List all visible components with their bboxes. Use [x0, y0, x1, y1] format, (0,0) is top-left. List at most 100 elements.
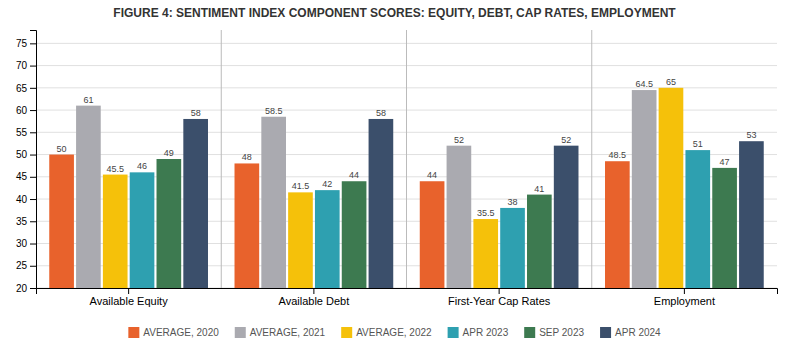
bar [369, 119, 394, 288]
x-tick-label: Available Equity [90, 295, 169, 307]
y-tick-label: 35 [16, 216, 28, 227]
x-tick-label: First-Year Cap Rates [448, 295, 551, 307]
legend-item: SEP 2023 [524, 327, 584, 338]
data-label: 58 [191, 108, 201, 118]
y-tick: 55 [16, 127, 36, 138]
y-axis: 202530354045505560657075 [16, 31, 37, 294]
y-tick: 60 [16, 105, 36, 116]
data-label: 64.5 [635, 79, 653, 89]
bar [473, 219, 498, 288]
bar-series [76, 90, 656, 288]
legend-label: AVERAGE, 2021 [250, 327, 326, 338]
bar [739, 141, 764, 288]
y-tick-mark [30, 244, 36, 245]
group-divider [221, 30, 222, 288]
bar [235, 163, 260, 288]
group-dividers [221, 30, 592, 288]
bar-series [157, 159, 737, 288]
y-tick-label: 40 [16, 194, 28, 205]
data-label: 48 [242, 152, 252, 162]
y-tick-label: 45 [16, 171, 28, 182]
chart-container: FIGURE 4: SENTIMENT INDEX COMPONENT SCOR… [0, 0, 789, 346]
legend-label: SEP 2023 [539, 327, 584, 338]
y-tick: 75 [16, 38, 36, 49]
data-label: 58 [376, 108, 386, 118]
legend-item: APR 2023 [448, 327, 509, 338]
bar [605, 161, 630, 288]
bar [183, 119, 208, 288]
legend-swatch [235, 327, 246, 338]
legend-label: APR 2023 [463, 327, 509, 338]
data-label: 45.5 [106, 164, 124, 174]
bar [685, 150, 710, 288]
data-label: 53 [746, 130, 756, 140]
data-label: 51 [693, 139, 703, 149]
x-tick-mark [499, 288, 500, 294]
legend-swatch [448, 327, 459, 338]
bar [342, 181, 367, 288]
data-label: 46 [137, 161, 147, 171]
data-label: 41 [534, 184, 544, 194]
data-label: 52 [454, 135, 464, 145]
y-axis-line [30, 31, 37, 289]
y-tick: 30 [16, 238, 36, 249]
chart-title: FIGURE 4: SENTIMENT INDEX COMPONENT SCOR… [113, 6, 676, 20]
y-tick: 20 [16, 283, 36, 294]
legend-swatch [524, 327, 535, 338]
y-tick-mark [30, 155, 36, 156]
bars [49, 88, 763, 288]
x-tick: Available Debt [279, 288, 350, 307]
data-label: 49 [164, 148, 174, 158]
y-tick-mark [30, 266, 36, 267]
legend-item: AVERAGE, 2021 [235, 327, 326, 338]
data-label: 44 [427, 170, 437, 180]
bar [554, 146, 579, 288]
y-tick: 50 [16, 149, 36, 160]
data-label: 50 [57, 144, 67, 154]
y-tick-label: 20 [16, 283, 28, 294]
x-tick-label: Employment [654, 295, 715, 307]
plot-area: 50484448.56158.55264.545.541.535.5654642… [16, 30, 778, 307]
legend-swatch [600, 327, 611, 338]
y-tick-label: 75 [16, 38, 28, 49]
y-tick: 40 [16, 194, 36, 205]
y-tick-label: 55 [16, 127, 28, 138]
legend-label: APR 2024 [615, 327, 661, 338]
legend-swatch [341, 327, 352, 338]
data-labels: 50484448.56158.55264.545.541.535.5654642… [57, 77, 757, 218]
bar [76, 106, 101, 288]
y-tick-mark [30, 221, 36, 222]
y-tick-mark [30, 199, 36, 200]
legend-label: AVERAGE, 2020 [143, 327, 219, 338]
chart-svg: FIGURE 4: SENTIMENT INDEX COMPONENT SCOR… [0, 0, 789, 346]
group-divider [406, 30, 407, 288]
bar [712, 168, 737, 288]
legend: AVERAGE, 2020AVERAGE, 2021AVERAGE, 2022A… [128, 327, 661, 338]
x-axis: Available Equity Available Debt First-Year… [37, 288, 778, 307]
bar-series [130, 150, 710, 288]
group-divider [591, 30, 592, 288]
data-label: 61 [83, 95, 93, 105]
bar [315, 190, 340, 288]
y-tick-mark [30, 132, 36, 133]
y-tick-mark [30, 43, 36, 44]
bar-series [103, 88, 683, 288]
x-tick: Available Equity [90, 288, 169, 307]
data-label: 47 [720, 157, 730, 167]
y-tick-mark [30, 66, 36, 67]
y-tick: 45 [16, 171, 36, 182]
x-tick-mark [313, 288, 314, 294]
y-tick: 25 [16, 260, 36, 271]
data-label: 58.5 [265, 106, 283, 116]
y-tick-label: 60 [16, 105, 28, 116]
data-label: 41.5 [292, 181, 310, 191]
bar [103, 175, 128, 288]
x-tick: First-Year Cap Rates [448, 288, 551, 307]
y-tick: 35 [16, 216, 36, 227]
y-tick-label: 70 [16, 60, 28, 71]
data-label: 44 [349, 170, 359, 180]
y-tick: 70 [16, 60, 36, 71]
y-tick-mark [30, 110, 36, 111]
y-tick-label: 50 [16, 149, 28, 160]
y-tick-mark [30, 288, 36, 289]
